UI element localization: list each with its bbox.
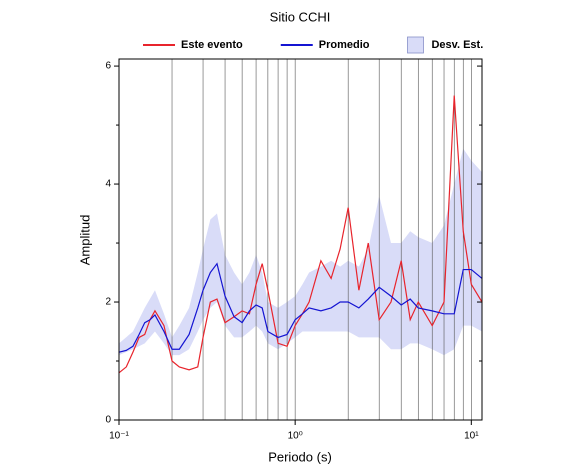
y-tick-label: 4 <box>105 179 111 190</box>
y-tick-label: 0 <box>105 415 111 426</box>
x-tick-label: 10⁰ <box>288 431 303 442</box>
legend-label: Promedio <box>319 39 370 51</box>
legend-swatch <box>407 36 424 54</box>
plot-frame <box>118 58 483 421</box>
y-axis-label: Amplitud <box>77 215 92 266</box>
y-tick-label: 2 <box>105 297 111 308</box>
legend-label: Desv. Est. <box>431 39 483 51</box>
y-tick-label: 6 <box>105 61 111 72</box>
x-tick-label: 10¹ <box>464 431 479 442</box>
chart-title: Sitio CCHI <box>270 9 331 24</box>
x-axis-label: Periodo (s) <box>268 449 332 464</box>
series-line <box>118 95 483 374</box>
series-line <box>118 262 483 353</box>
x-tick-label: 10⁻¹ <box>109 431 129 442</box>
legend-label: Este evento <box>181 39 243 51</box>
std-band <box>119 148 482 356</box>
